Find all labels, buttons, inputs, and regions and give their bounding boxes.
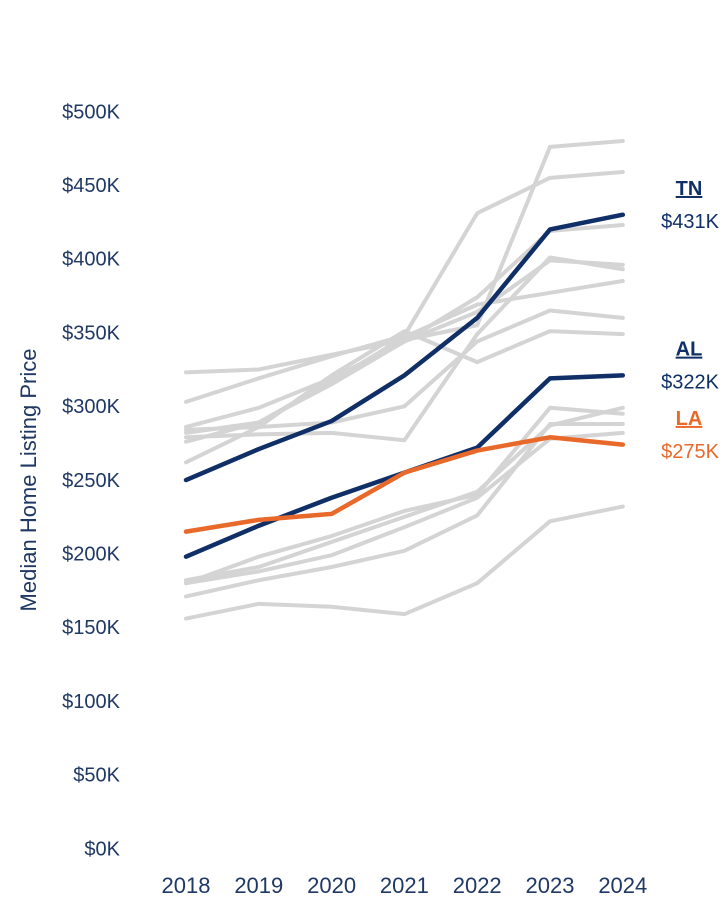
- y-tick-label: $200K: [62, 543, 120, 565]
- context-line: [184, 223, 625, 435]
- series-name: TN: [676, 178, 703, 200]
- data-label: $275K: [661, 441, 719, 463]
- y-tick-label: $50K: [73, 765, 120, 787]
- context-line: [184, 169, 625, 404]
- y-tick-label: $300K: [62, 396, 120, 418]
- x-tick-label: 2021: [380, 873, 429, 898]
- y-tick-label: $150K: [62, 617, 120, 639]
- context-line: [184, 329, 625, 465]
- x-tick-label: 2023: [526, 873, 575, 898]
- x-tick-label: 2024: [598, 873, 647, 898]
- y-tick-label: $0K: [84, 838, 120, 860]
- context-line: [184, 405, 625, 586]
- series-line: [183, 212, 626, 483]
- x-tick-label: 2018: [162, 873, 211, 898]
- context-line: [184, 279, 625, 444]
- series-name: LA: [676, 408, 703, 430]
- y-tick-label: $100K: [62, 691, 120, 713]
- context-line: [184, 422, 625, 599]
- y-tick-label: $350K: [62, 322, 120, 344]
- context-line: [184, 255, 625, 443]
- y-tick-label: $500K: [62, 101, 120, 123]
- series-line: [183, 373, 626, 559]
- data-label: $322K: [661, 372, 719, 394]
- y-tick-label: $400K: [62, 249, 120, 271]
- data-label: $431K: [661, 211, 719, 233]
- y-tick-label: $450K: [62, 175, 120, 197]
- x-tick-label: 2020: [307, 873, 356, 898]
- context-line: [184, 504, 625, 621]
- series-name: AL: [676, 339, 703, 361]
- y-tick-label: $250K: [62, 470, 120, 492]
- y-axis-label: Median Home Listing Price: [16, 349, 41, 612]
- x-tick-label: 2022: [453, 873, 502, 898]
- x-tick-label: 2019: [234, 873, 283, 898]
- series-line: [183, 435, 626, 534]
